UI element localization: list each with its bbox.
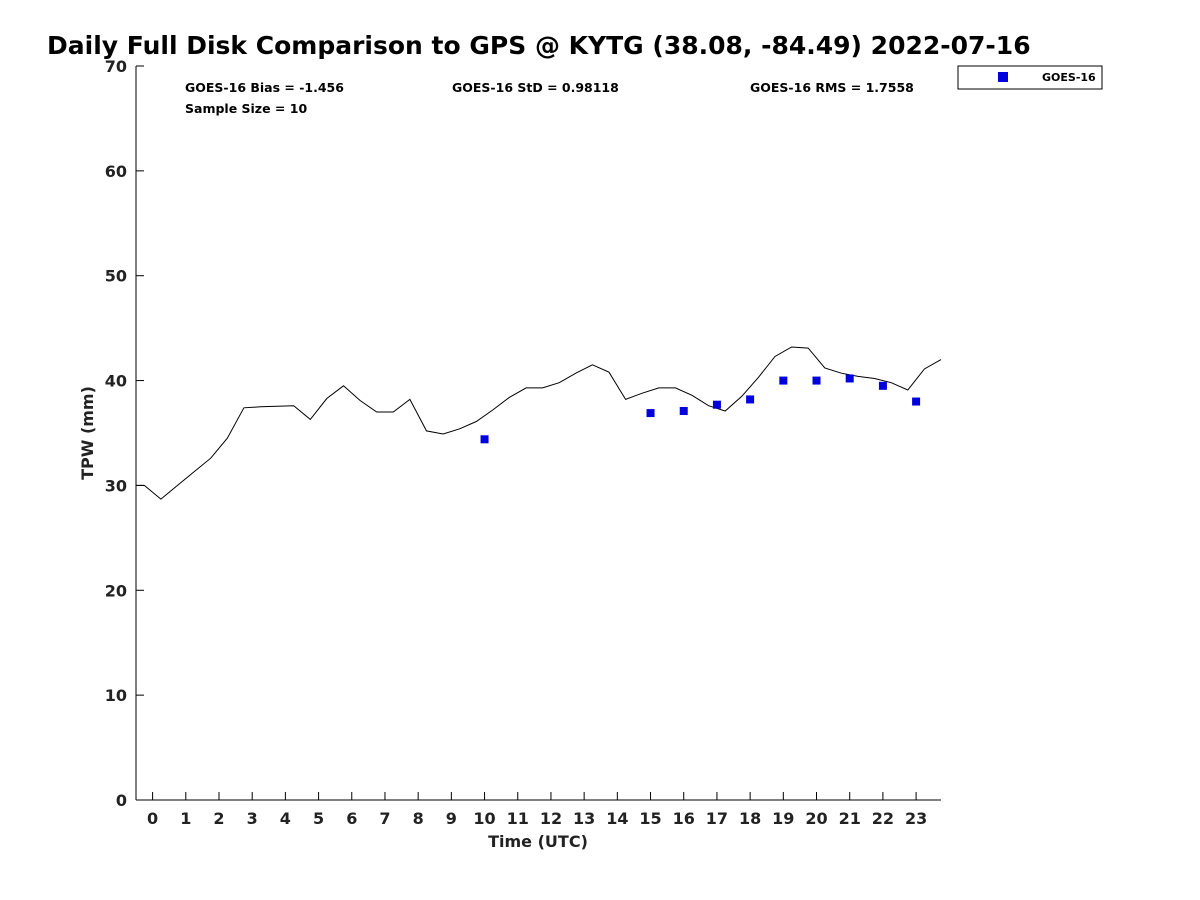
y-tick-label: 20 (105, 581, 127, 600)
x-tick-label: 7 (379, 809, 390, 828)
x-tick-label: 17 (706, 809, 728, 828)
y-tick-label: 10 (105, 686, 127, 705)
stat-sample-size: Sample Size = 10 (185, 101, 307, 116)
x-tick-label: 23 (905, 809, 927, 828)
y-axis-label: TPW (mm) (78, 386, 97, 480)
legend-box (957, 65, 1103, 90)
x-tick-label: 8 (413, 809, 424, 828)
x-tick-label: 5 (313, 809, 324, 828)
x-tick-label: 19 (772, 809, 794, 828)
goes-16-point (845, 374, 854, 383)
goes-16-point (746, 395, 755, 404)
y-tick-label: 30 (105, 476, 127, 495)
y-tick-label: 70 (105, 57, 127, 76)
gps-tpw-line (136, 346, 942, 500)
x-tick-label: 9 (446, 809, 457, 828)
stat-rms: GOES-16 RMS = 1.7558 (750, 80, 914, 95)
goes-16-point (912, 397, 921, 406)
x-tick-label: 15 (639, 809, 661, 828)
x-tick-label: 6 (346, 809, 357, 828)
x-tick-label: 12 (540, 809, 562, 828)
gps-line-series (136, 346, 942, 500)
x-tick-label: 18 (739, 809, 761, 828)
x-tick-label: 10 (473, 809, 495, 828)
goes-16-point (878, 381, 887, 390)
y-axis-ticks: 0 10 20 30 40 50 60 70 (105, 57, 144, 810)
x-tick-label: 20 (805, 809, 827, 828)
stat-std: GOES-16 StD = 0.98118 (452, 80, 619, 95)
x-tick-label: 11 (507, 809, 529, 828)
goes-16-point (712, 400, 721, 409)
chart-title: Daily Full Disk Comparison to GPS @ KYTG… (47, 31, 1031, 60)
x-tick-label: 21 (839, 809, 861, 828)
x-tick-label: 13 (573, 809, 595, 828)
y-tick-label: 50 (105, 267, 127, 286)
goes-16-point (812, 376, 821, 385)
y-tick-label: 60 (105, 162, 127, 181)
legend-label: GOES-16 (1042, 71, 1096, 84)
goes-16-point (779, 376, 788, 385)
legend-marker (998, 72, 1008, 82)
x-tick-label: 1 (180, 809, 191, 828)
x-tick-label: 3 (247, 809, 258, 828)
x-tick-label: 0 (147, 809, 158, 828)
x-tick-label: 4 (280, 809, 291, 828)
x-tick-label: 2 (213, 809, 224, 828)
legend: GOES-16 (957, 65, 1103, 90)
stat-bias: GOES-16 Bias = -1.456 (185, 80, 344, 95)
axes (135, 66, 941, 801)
x-tick-label: 16 (673, 809, 695, 828)
y-tick-label: 40 (105, 372, 127, 391)
goes-16-point (480, 435, 489, 444)
x-tick-label: 14 (606, 809, 628, 828)
x-axis-ticks: 0 1 2 3 4 5 6 7 8 9 10 11 12 13 14 15 16 17 18 19 20 21 22 23 (147, 792, 927, 828)
y-tick-label: 0 (116, 791, 127, 810)
x-axis-label: Time (UTC) (488, 832, 588, 851)
x-tick-label: 22 (872, 809, 894, 828)
goes-16-point (646, 409, 655, 418)
goes-16-point (679, 406, 688, 415)
goes-16-points (480, 374, 921, 444)
